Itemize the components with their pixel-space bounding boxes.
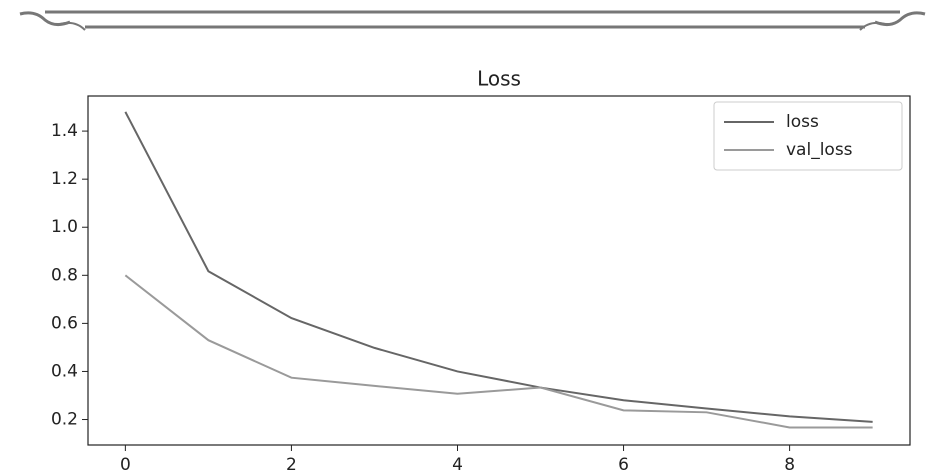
legend-label: loss (786, 112, 819, 132)
legend-box (713, 101, 903, 171)
y-tick-label: 0.2 (51, 410, 78, 430)
legend-label: val_loss (786, 140, 853, 160)
y-tick-label: 1.2 (51, 169, 78, 189)
y-tick-label: 1.4 (51, 121, 78, 141)
line-series (124, 111, 873, 423)
chart-title: Loss (477, 67, 521, 91)
x-tick-label: 6 (618, 455, 629, 472)
x-tick-label: 2 (286, 455, 297, 472)
y-tick-label: 0.6 (51, 313, 78, 333)
y-tick-label: 0.8 (51, 265, 78, 285)
x-tick-label: 8 (784, 455, 795, 472)
ornament (19, 10, 926, 31)
x-tick-label: 4 (452, 455, 463, 472)
x-tick-label: 0 (120, 455, 131, 472)
y-tick-label: 0.4 (51, 361, 78, 381)
line-series (124, 274, 873, 429)
y-tick-label: 1.0 (51, 217, 78, 237)
plot-frame (87, 95, 911, 446)
